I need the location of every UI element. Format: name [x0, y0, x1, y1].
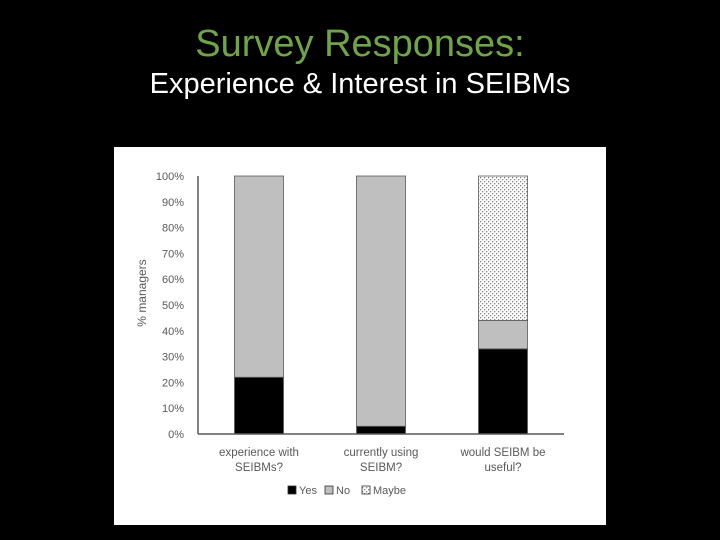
slide-subtitle: Experience & Interest in SEIBMs — [149, 68, 571, 100]
x-category-label: currently using — [344, 447, 419, 459]
bar-no-0 — [234, 175, 284, 378]
bar-maybe-2 — [478, 175, 528, 321]
legend-label-maybe: Maybe — [373, 485, 406, 497]
legend-label-yes: Yes — [299, 485, 317, 497]
y-tick-label: 100% — [156, 171, 184, 183]
y-tick-label: 30% — [162, 352, 184, 364]
chart-panel: % managers 0% 10% 20% 30% 40% 50% 60% 70% 80% 90%… — [114, 147, 606, 525]
x-category-label: SEIBM? — [360, 462, 402, 474]
y-axis-title: % managers — [135, 259, 149, 326]
legend-swatch-yes — [287, 485, 297, 495]
y-tick-label: 50% — [162, 300, 184, 312]
x-category-label: experience with — [219, 447, 299, 459]
x-category-label: useful? — [484, 462, 521, 474]
y-tick-label: 40% — [162, 326, 184, 338]
stacked-bar-chart: % managers 0% 10% 20% 30% 40% 50% 60% 70% 80% 90%… — [135, 171, 564, 497]
y-tick-label: 80% — [162, 223, 184, 235]
slide-title: Survey Responses: — [195, 23, 525, 65]
legend-swatch-maybe — [361, 485, 371, 495]
x-category-label: SEIBMs? — [235, 462, 283, 474]
bar-yes-1 — [356, 425, 406, 435]
bar-yes-2 — [478, 348, 528, 435]
y-tick-label: 0% — [168, 429, 184, 441]
y-tick-label: 10% — [162, 403, 184, 415]
bar-no-1 — [356, 175, 406, 427]
legend-swatch-no — [324, 485, 334, 495]
x-category-label: would SEIBM be — [459, 447, 545, 459]
y-tick-label: 60% — [162, 274, 184, 286]
y-tick-label: 20% — [162, 377, 184, 389]
bar-no-2 — [478, 320, 528, 350]
legend-label-no: No — [336, 485, 350, 497]
bar-yes-0 — [234, 376, 284, 435]
y-tick-label: 70% — [162, 248, 184, 260]
y-tick-label: 90% — [162, 197, 184, 209]
